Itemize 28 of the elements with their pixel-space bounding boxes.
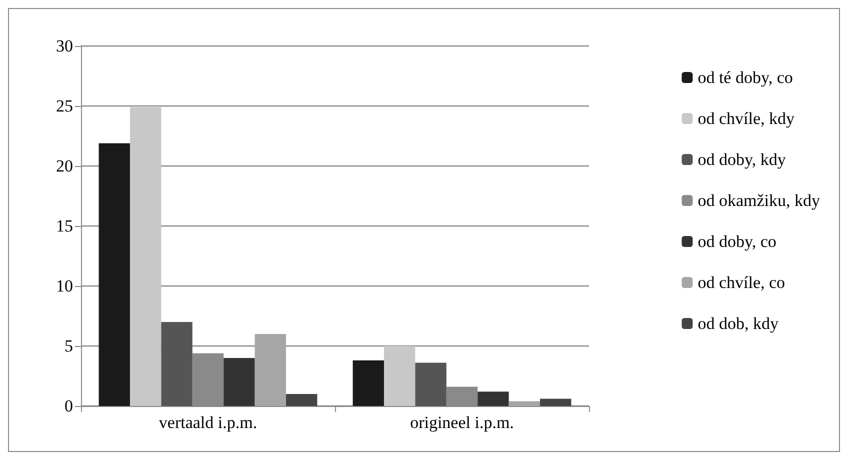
y-tick-label: 20 (56, 156, 73, 176)
bar (352, 360, 384, 406)
legend-label: od doby, kdy (698, 150, 786, 169)
bar (224, 358, 255, 406)
y-tick-label: 10 (56, 276, 73, 296)
legend-label: od chvíle, co (698, 273, 786, 292)
y-tick-label: 30 (56, 36, 73, 56)
bar (286, 394, 318, 406)
legend-label: od té doby, co (698, 68, 793, 87)
y-tick-label: 25 (56, 96, 73, 116)
bar (415, 362, 446, 406)
legend-label: od dob, kdy (698, 314, 779, 333)
bar (384, 346, 416, 406)
x-tick-label: origineel i.p.m. (410, 413, 514, 432)
x-tick-label: vertaald i.p.m. (158, 413, 258, 432)
legend-label: od okamžiku, kdy (698, 191, 820, 210)
y-tick-label: 15 (56, 216, 73, 236)
bar (161, 322, 192, 406)
bar (508, 401, 540, 406)
legend-label: od doby, co (698, 232, 776, 251)
bar (130, 107, 162, 406)
bar (254, 334, 286, 406)
y-tick-label: 5 (64, 336, 73, 356)
y-tick-label: 0 (64, 396, 73, 416)
bar (540, 398, 572, 406)
bar (98, 143, 130, 406)
bar (478, 392, 509, 406)
legend-label: od chvíle, kdy (698, 109, 795, 128)
